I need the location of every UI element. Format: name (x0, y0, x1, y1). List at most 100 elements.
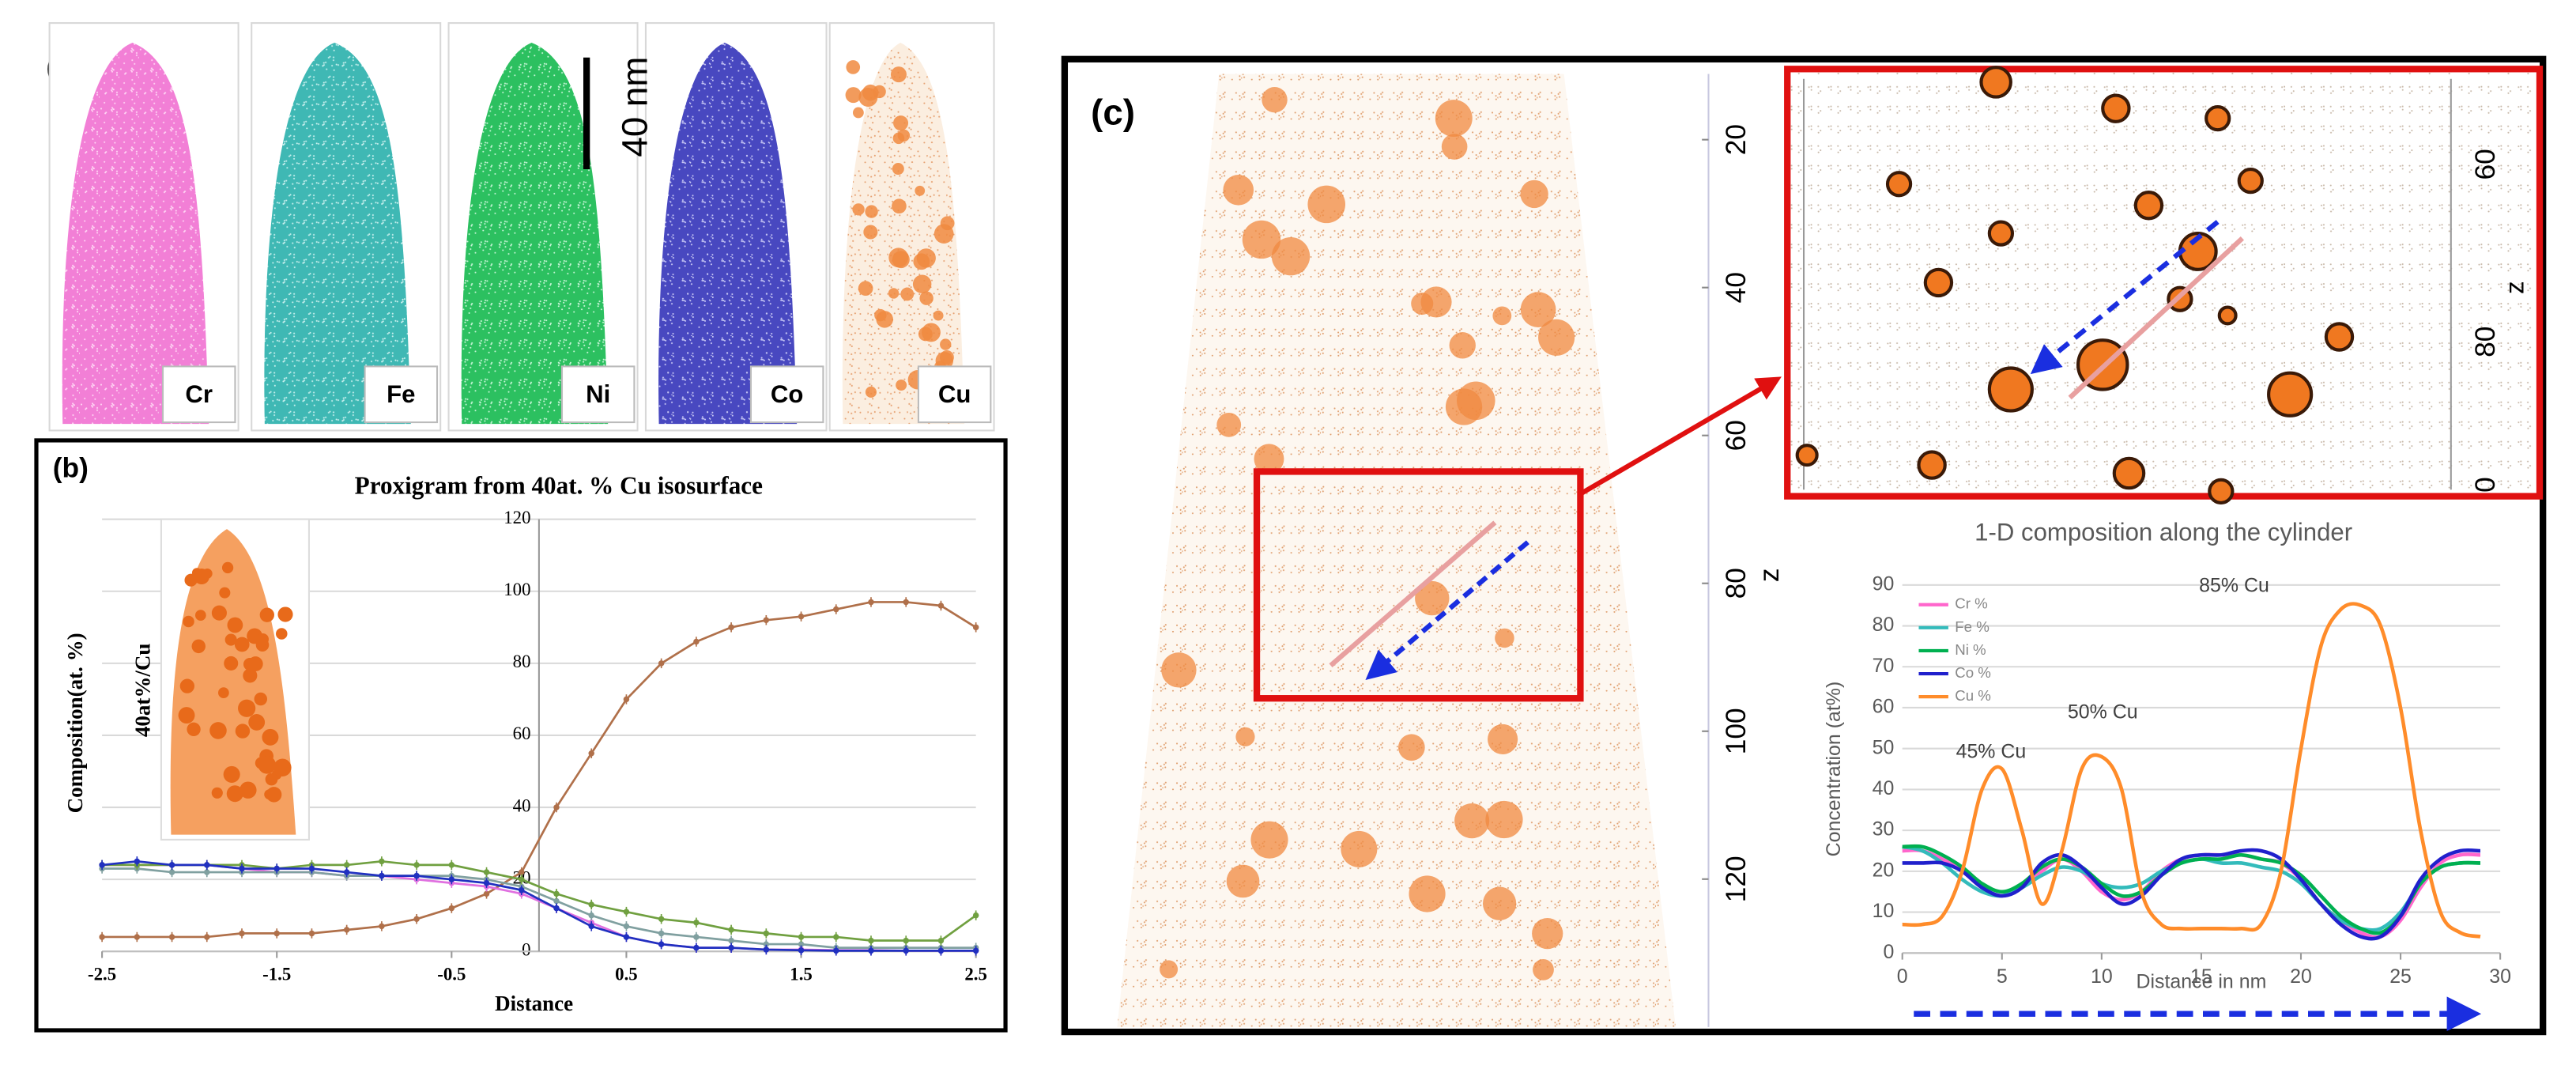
y-tick-label: 120 (504, 508, 530, 527)
precipitate (1262, 87, 1288, 113)
data-point (763, 930, 770, 937)
data-point (623, 934, 630, 940)
y-tick-label: 40 (513, 795, 531, 815)
data-point (658, 660, 665, 667)
precipitate (2217, 305, 2238, 326)
data-point (868, 947, 874, 954)
precipitate (1482, 886, 1517, 920)
data-point (868, 937, 874, 944)
data-point (798, 947, 805, 954)
y-tick-label: 80 (513, 652, 531, 671)
precipitate (254, 692, 268, 706)
precipitate (865, 386, 877, 398)
data-point (728, 927, 734, 933)
precipitate (266, 787, 282, 803)
chart-title: 1-D composition along the cylinder (1974, 519, 2352, 546)
y-tick-label: 0 (522, 939, 530, 959)
precipitate (939, 349, 954, 365)
precipitate (863, 225, 878, 240)
precipitate (896, 380, 907, 391)
precipitate (259, 607, 274, 622)
precipitate (179, 678, 194, 693)
precipitate (918, 327, 933, 342)
data-point (728, 937, 734, 944)
data-point (623, 923, 630, 930)
precipitate (239, 781, 257, 799)
inset-tick-label: 80 (2470, 327, 2501, 357)
precipitate (227, 617, 243, 633)
x-axis-label: Distance in nm (2137, 970, 2267, 992)
precipitate (1987, 220, 2015, 247)
data-point (868, 599, 874, 606)
legend-label: Cr % (1955, 595, 1988, 612)
data-point (903, 937, 909, 944)
precipitate (219, 587, 231, 599)
legend-label: Co % (1955, 664, 1991, 681)
y-tick-label: 30 (1873, 818, 1895, 841)
precipitate (234, 637, 250, 652)
data-point (658, 916, 665, 922)
precipitate (277, 606, 293, 622)
data-point (343, 927, 350, 933)
data-point (623, 696, 630, 703)
data-point (519, 876, 525, 882)
precipitate (846, 60, 861, 74)
data-point (798, 613, 805, 620)
precipitate (276, 628, 288, 640)
data-point (693, 638, 700, 645)
precipitate (2112, 456, 2146, 490)
precipitate (209, 722, 227, 739)
data-point (343, 869, 350, 875)
y-tick-label: 100 (504, 580, 530, 599)
precipitate (1420, 286, 1452, 318)
precipitate (1495, 628, 1514, 648)
data-point (693, 944, 700, 951)
map-tick-label: 60 (1721, 420, 1752, 451)
series-line (102, 860, 977, 942)
precipitate (1538, 319, 1575, 356)
zoom-arrow (1580, 376, 1782, 496)
precipitate (1415, 580, 1450, 616)
precipitate (1235, 727, 1255, 746)
x-tick-label: 30 (2489, 965, 2511, 988)
direction-arrow (1365, 540, 1529, 680)
data-point (553, 897, 560, 905)
panel-label: (b) (53, 453, 89, 484)
precipitate (1341, 830, 1378, 867)
data-point (483, 890, 490, 897)
precipitate (238, 699, 256, 717)
x-tick-label: 5 (1997, 965, 2008, 988)
atom-map (264, 43, 411, 425)
cylinder (2068, 236, 2244, 400)
x-tick-label: -1.5 (262, 965, 291, 984)
x-tick-label: 15 (2190, 965, 2212, 988)
atom-map (62, 43, 209, 425)
series-line (102, 601, 977, 939)
precipitate (1533, 958, 1554, 980)
series-line (1902, 602, 2481, 939)
data-point (763, 941, 770, 947)
precipitate (1979, 66, 2012, 99)
precipitate (933, 310, 944, 321)
map-tick-label: 80 (1721, 568, 1752, 599)
precipitate (243, 668, 258, 683)
precipitate (1917, 450, 1947, 480)
precipitate (1435, 100, 1473, 138)
y-tick-label: 0 (1883, 941, 1894, 963)
precipitate (224, 633, 237, 646)
y-tick-label: 60 (513, 724, 531, 743)
data-point (728, 944, 734, 951)
precipitate (1449, 332, 1476, 359)
panel-frame (34, 438, 1008, 1033)
data-point (413, 872, 420, 879)
data-point (553, 905, 560, 912)
precipitate (900, 287, 915, 301)
precipitate (2133, 191, 2164, 221)
precipitate (1441, 134, 1468, 160)
precipitate (265, 773, 278, 786)
data-point (448, 876, 455, 882)
inset-map (1784, 66, 2544, 500)
y-tick-label: 80 (1873, 614, 1895, 636)
precipitate (211, 605, 227, 621)
precipitate (2237, 167, 2264, 195)
